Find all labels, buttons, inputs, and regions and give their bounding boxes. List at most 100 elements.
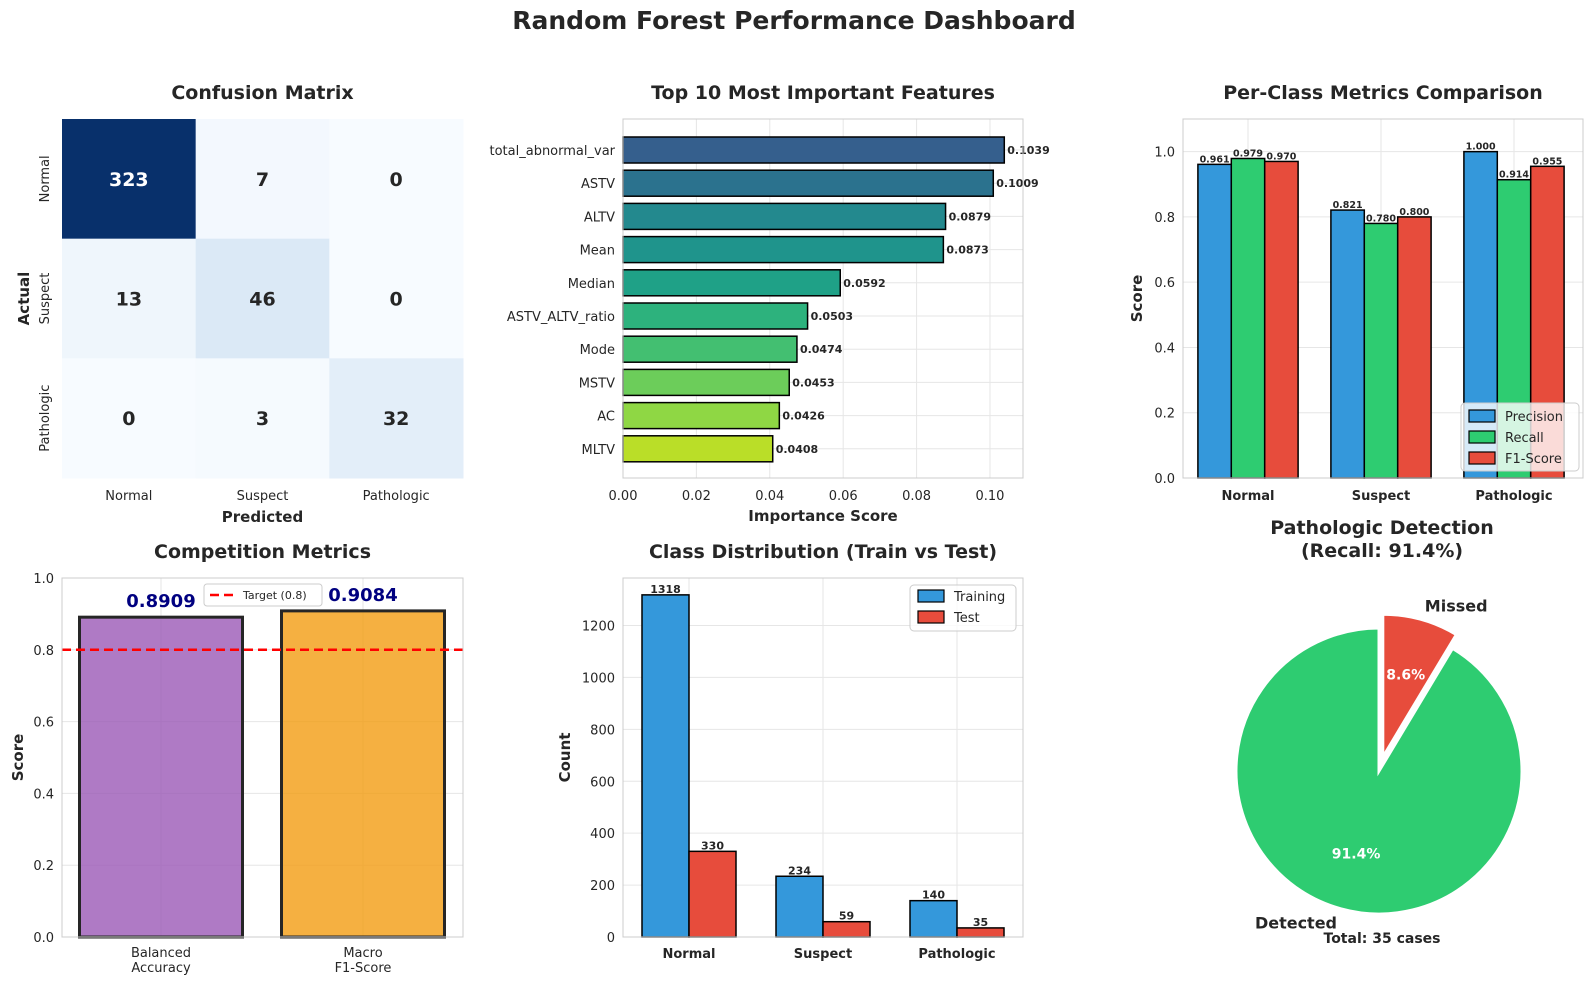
y-tick-label: MSTV xyxy=(579,376,615,391)
x-tick-label: 0.10 xyxy=(975,489,1004,504)
bar-value-label: 0.979 xyxy=(1233,148,1263,159)
x-tick-label: 0.04 xyxy=(755,489,784,504)
competition-metrics-panel: 0.0 0.2 0.4 0.6 0.8 1.0 0.8909 Balanced Accuracy… xyxy=(9,541,464,976)
legend-swatch xyxy=(917,589,945,603)
heatmap-cell xyxy=(62,238,197,359)
y-axis-label: Actual xyxy=(15,272,33,326)
y-tick-label: ASTV xyxy=(581,177,615,192)
x-tick-label: 0.08 xyxy=(902,489,931,504)
bar-value-label: 0.961 xyxy=(1200,154,1230,165)
total-cases-label: Total: 35 cases xyxy=(1324,931,1441,947)
x-tick-label: 0.02 xyxy=(682,489,711,504)
bar-value-label: 35 xyxy=(973,916,988,929)
bar-value-label: 0.0879 xyxy=(949,210,991,223)
x-tick-label: Suspect xyxy=(1352,489,1410,504)
bar-value-label: 0.0426 xyxy=(782,410,825,423)
class-distribution-panel: 0 200 400 600 800 1000 1200 Normal Suspect Pathol… xyxy=(556,541,1024,962)
y-axis-label: Score xyxy=(9,734,27,782)
x-tick-label: Normal xyxy=(105,489,152,504)
pie-category-label: Detected xyxy=(1255,914,1337,933)
bar-value-label: 1318 xyxy=(650,583,681,596)
y-tick-label: 1.0 xyxy=(1154,146,1175,161)
legend: Precision Recall F1-Score xyxy=(1460,402,1580,472)
y-tick-label: 0.2 xyxy=(33,859,54,874)
count-bar xyxy=(956,927,1005,938)
legend-swatch xyxy=(1468,409,1496,423)
y-tick-label: 1.0 xyxy=(33,572,54,587)
x-tick-label: Macro F1-Score xyxy=(335,946,392,976)
bar-value-label: 234 xyxy=(788,864,811,877)
metric-bar xyxy=(1263,160,1299,479)
plot-frame xyxy=(622,118,1024,479)
y-tick-label: Median xyxy=(568,277,615,292)
legend: Target (0.8) xyxy=(203,583,323,607)
heatmap-cell xyxy=(195,358,330,479)
y-tick-label: 1200 xyxy=(582,620,615,635)
pathologic-detection-panel: 91.4% Detected 8.6% Missed Pathologic Detect… xyxy=(1234,517,1524,947)
x-tick-label: Suspect xyxy=(237,489,289,504)
plot-frame xyxy=(1182,118,1584,479)
heatmap-cell xyxy=(329,238,464,359)
y-tick-label: 0.4 xyxy=(1154,341,1175,356)
bar-value-label: 0.8909 xyxy=(126,591,195,612)
feature-bar xyxy=(622,401,781,430)
bar-value-label: 0.800 xyxy=(1399,207,1429,218)
x-tick-label: 0.06 xyxy=(829,489,858,504)
cell-value-label: 323 xyxy=(109,169,149,191)
count-bar xyxy=(822,920,871,938)
bar-value-label: 0.914 xyxy=(1499,170,1529,181)
feature-bar xyxy=(622,302,809,330)
heatmap-cell xyxy=(195,119,330,240)
x-tick-label: Pathologic xyxy=(363,489,430,504)
heatmap-cell xyxy=(62,119,197,240)
cell-value-label: 3 xyxy=(256,408,269,430)
bar-value-label: 0.0503 xyxy=(811,310,853,323)
legend-label: Precision xyxy=(1505,410,1563,425)
bar-value-label: 0.9084 xyxy=(328,585,397,606)
feature-bar xyxy=(622,136,1006,164)
y-tick-label: 800 xyxy=(590,723,615,738)
cell-value-label: 46 xyxy=(249,289,275,311)
bar-value-label: 0.0873 xyxy=(946,244,988,257)
metric-bar xyxy=(1396,216,1432,479)
y-tick-label: 0.8 xyxy=(33,644,54,659)
pie-slice xyxy=(1234,626,1524,916)
dashboard-title: Random Forest Performance Dashboard xyxy=(512,6,1075,35)
chart-title: Class Distribution (Train vs Test) xyxy=(649,541,997,563)
y-tick-label: 0.8 xyxy=(1154,211,1175,226)
heatmap-cell xyxy=(329,358,464,479)
pie-slice xyxy=(1381,612,1459,763)
feature-bar xyxy=(622,169,995,197)
chart-title: Per-Class Metrics Comparison xyxy=(1223,82,1543,104)
y-tick-label: 0.6 xyxy=(1154,276,1175,291)
y-axis-label: Score xyxy=(1128,275,1146,323)
chart-title: Confusion Matrix xyxy=(171,82,353,104)
bar-value-label: 330 xyxy=(701,839,724,852)
feature-bar xyxy=(622,202,947,231)
x-tick-label: Suspect xyxy=(794,947,852,962)
y-tick-label: total_abnormal_var xyxy=(490,144,616,159)
feature-bar xyxy=(622,335,798,363)
feature-bar xyxy=(622,235,945,264)
count-bar xyxy=(909,899,958,938)
metric-bar xyxy=(78,615,244,939)
bar-value-label: 0.0592 xyxy=(843,277,885,290)
y-tick-label: 1000 xyxy=(582,671,615,686)
bar-value-label: 0.0408 xyxy=(776,443,818,456)
x-tick-label: Normal xyxy=(663,947,716,962)
y-tick-label: 0.0 xyxy=(33,931,54,946)
y-tick-label: Mode xyxy=(580,343,615,358)
bar-value-label: 0.1009 xyxy=(996,177,1038,190)
cell-value-label: 0 xyxy=(390,289,403,311)
legend-swatch xyxy=(917,610,945,624)
heatmap-cell xyxy=(195,238,330,359)
chart-title: Top 10 Most Important Features xyxy=(651,82,995,104)
cell-value-label: 7 xyxy=(256,169,269,191)
bar-value-label: 0.1039 xyxy=(1007,144,1049,157)
feature-importance-panel: 0.00 0.02 0.04 0.06 0.08 0.10 total_abnormal_v… xyxy=(490,82,1050,525)
legend-label: Test xyxy=(953,611,980,626)
legend: Training Test xyxy=(909,584,1017,632)
y-tick-label: 0 xyxy=(607,931,615,946)
x-tick-label: Normal xyxy=(1222,489,1275,504)
